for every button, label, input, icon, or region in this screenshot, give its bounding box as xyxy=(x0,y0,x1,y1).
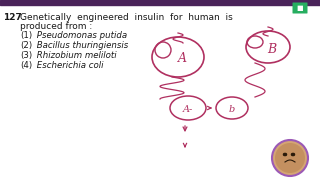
Text: produced from :: produced from : xyxy=(20,22,92,31)
Bar xyxy=(0,0,320,5)
Text: (2): (2) xyxy=(20,41,32,50)
Text: Pseudomonas putida: Pseudomonas putida xyxy=(34,31,127,40)
Text: b: b xyxy=(229,105,235,114)
Text: A-: A- xyxy=(183,105,193,114)
Circle shape xyxy=(275,143,305,173)
Text: Bacillus thuringiensis: Bacillus thuringiensis xyxy=(34,41,128,50)
Text: Escherichia coli: Escherichia coli xyxy=(34,61,103,70)
Text: B: B xyxy=(268,42,276,55)
Text: 127.: 127. xyxy=(3,13,25,22)
Text: (3): (3) xyxy=(20,51,32,60)
Circle shape xyxy=(272,140,308,176)
Text: Genetically  engineered  insulin  for  human  is: Genetically engineered insulin for human… xyxy=(20,13,233,22)
Text: (4): (4) xyxy=(20,61,32,70)
Text: A: A xyxy=(178,51,187,64)
Text: Rhizobium meliloti: Rhizobium meliloti xyxy=(34,51,116,60)
Text: ■: ■ xyxy=(297,5,303,11)
Text: (1): (1) xyxy=(20,31,32,40)
FancyBboxPatch shape xyxy=(292,3,308,14)
